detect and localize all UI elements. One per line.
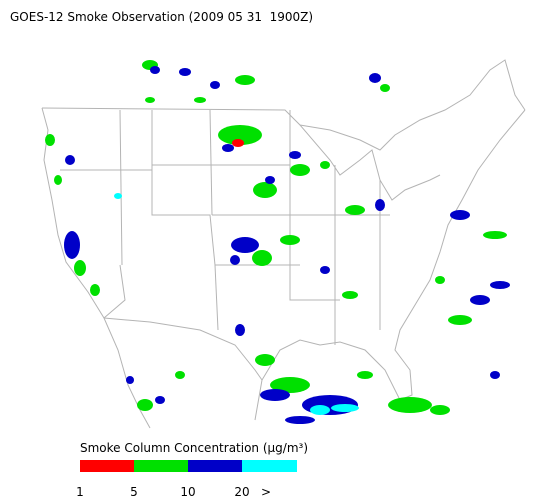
smoke-patch: [179, 68, 191, 76]
color-bar-tick-label: 5: [130, 485, 138, 499]
smoke-patch: [194, 97, 206, 103]
smoke-patch: [230, 255, 240, 265]
smoke-patch: [369, 73, 381, 83]
color-bar-segment: [80, 460, 135, 472]
smoke-patch: [218, 125, 262, 145]
smoke-patch: [150, 66, 160, 74]
smoke-patch: [310, 405, 330, 415]
smoke-patch: [320, 266, 330, 274]
legend-title: Smoke Column Concentration (μg/m³): [80, 441, 308, 455]
smoke-patch: [342, 291, 358, 299]
color-bar-segment: [242, 460, 297, 472]
color-bar-segment: [188, 460, 243, 472]
smoke-patch: [175, 371, 185, 379]
smoke-patch: [235, 324, 245, 336]
smoke-patch: [320, 161, 330, 169]
smoke-layer: [45, 60, 510, 424]
smoke-patch: [435, 276, 445, 284]
smoke-patch: [345, 205, 365, 215]
smoke-patch: [252, 250, 272, 266]
smoke-patch: [90, 284, 100, 296]
smoke-patch: [231, 237, 259, 253]
country-border: [41, 59, 526, 151]
smoke-patch: [253, 182, 277, 198]
smoke-patch: [290, 164, 310, 176]
smoke-patch: [235, 75, 255, 85]
coastline: [41, 107, 151, 429]
color-bar-tick-label: 1: [76, 485, 84, 499]
smoke-patch: [45, 134, 55, 146]
smoke-patch: [280, 235, 300, 245]
smoke-patch: [357, 371, 373, 379]
smoke-patch: [448, 315, 472, 325]
base-map: [41, 59, 526, 429]
smoke-patch: [490, 281, 510, 289]
smoke-patch: [260, 389, 290, 401]
color-bar-tick-label: >: [261, 485, 271, 499]
smoke-patch: [65, 155, 75, 165]
smoke-patch: [375, 199, 385, 211]
smoke-patch: [145, 97, 155, 103]
smoke-patch: [64, 231, 80, 259]
smoke-patch: [430, 405, 450, 415]
smoke-patch: [222, 144, 234, 152]
smoke-patch: [270, 377, 310, 393]
color-bar: 1 5 10 20 >: [76, 460, 297, 499]
smoke-patch: [289, 151, 301, 159]
coastline-east: [254, 109, 526, 421]
color-bar-tick-label: 10: [180, 485, 195, 499]
smoke-patch: [74, 260, 86, 276]
smoke-patch: [331, 404, 359, 412]
smoke-patch: [490, 371, 500, 379]
smoke-patch: [54, 175, 62, 185]
smoke-patch: [450, 210, 470, 220]
smoke-patch: [114, 193, 122, 199]
smoke-patch: [126, 376, 134, 384]
smoke-patch: [137, 399, 153, 411]
state-lines: [60, 109, 390, 345]
color-bar-tick-label: 20: [234, 485, 249, 499]
map-title: GOES-12 Smoke Observation (2009 05 31 19…: [10, 10, 313, 24]
smoke-patch: [210, 81, 220, 89]
smoke-patch: [232, 139, 244, 147]
color-bar-segment: [134, 460, 189, 472]
smoke-patch: [483, 231, 507, 239]
mexico-border: [103, 317, 263, 381]
smoke-patch: [265, 176, 275, 184]
smoke-patch: [285, 416, 315, 424]
smoke-patch: [380, 84, 390, 92]
smoke-patch: [255, 354, 275, 366]
smoke-patch: [470, 295, 490, 305]
smoke-patch: [155, 396, 165, 404]
smoke-patch: [388, 397, 432, 413]
